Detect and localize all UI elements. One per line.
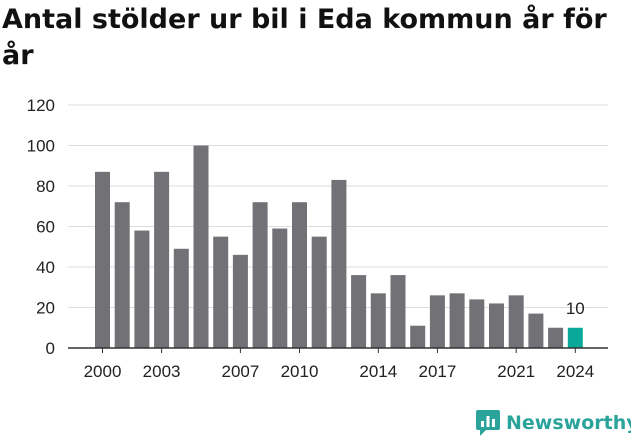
bar-2005: [193, 145, 209, 348]
x-tick-label-2000: 2000: [84, 362, 122, 381]
bar-2013: [351, 275, 367, 348]
bar-2004: [173, 248, 189, 348]
bar-2010: [292, 202, 307, 348]
y-tick-label-20: 20: [36, 299, 55, 318]
bar-2022: [528, 313, 544, 348]
x-tick-label-2003: 2003: [143, 362, 181, 381]
bar-2023: [548, 327, 564, 348]
bar-2003: [154, 171, 170, 348]
bar-2009: [272, 228, 288, 348]
bar-2014: [370, 293, 386, 348]
newsworthy-logo-icon: [476, 410, 500, 436]
bar-2016: [410, 325, 426, 348]
data-label-2024: 10: [566, 299, 585, 318]
bar-2002: [134, 230, 150, 348]
x-tick-label-2021: 2021: [497, 362, 535, 381]
bar-2007: [232, 254, 248, 348]
x-tick-label-2024: 2024: [556, 362, 594, 381]
newsworthy-logo: Newsworthy: [476, 408, 631, 438]
bar-2017: [429, 295, 445, 348]
chart-title: Antal stölder ur bil i Eda kommun år för…: [2, 4, 607, 71]
y-tick-label-100: 100: [27, 137, 55, 156]
bar-2001: [114, 202, 130, 348]
bar-2012: [331, 179, 347, 348]
bar-2006: [213, 236, 229, 348]
x-tick-label-2010: 2010: [281, 362, 319, 381]
bar-2011: [311, 236, 327, 348]
x-tick-label-2017: 2017: [418, 362, 456, 381]
y-tick-label-60: 60: [36, 218, 55, 237]
newsworthy-logo-text: Newsworthy: [506, 412, 631, 434]
bar-2008: [252, 202, 268, 348]
bar-2000: [95, 171, 110, 348]
bar-2015: [390, 275, 406, 348]
bar-2024: [567, 327, 583, 348]
bar-2018: [449, 293, 465, 348]
y-tick-label-40: 40: [36, 258, 55, 277]
x-tick-label-2007: 2007: [221, 362, 259, 381]
y-tick-label-0: 0: [46, 339, 55, 358]
bar-2020: [489, 303, 504, 348]
y-tick-label-80: 80: [36, 177, 55, 196]
bar-2019: [469, 299, 485, 348]
bar-2021: [508, 295, 524, 348]
y-tick-label-120: 120: [27, 96, 55, 115]
x-tick-label-2014: 2014: [359, 362, 397, 381]
